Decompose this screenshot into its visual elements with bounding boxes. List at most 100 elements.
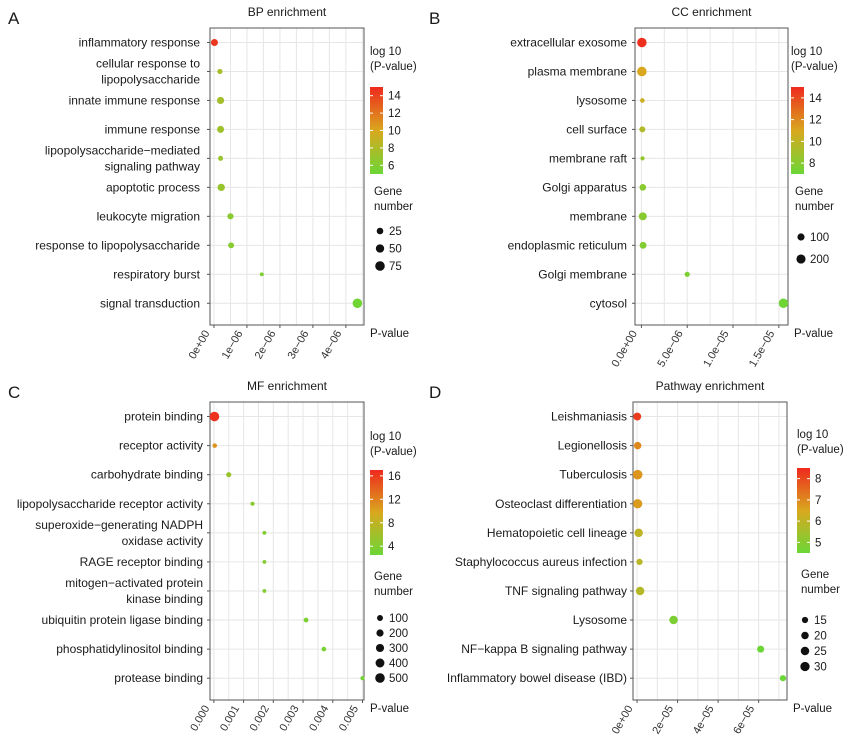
size-legend-title: Gene number: [374, 571, 413, 598]
category-label: respiratory burst: [113, 267, 200, 281]
data-point: [639, 241, 647, 249]
size-legend-label: 200: [810, 254, 829, 266]
data-point: [633, 499, 643, 509]
panel-title: CC enrichment: [671, 5, 752, 19]
color-legend-label: 10: [809, 136, 822, 148]
panel-title: BP enrichment: [248, 5, 327, 19]
x-tick-label: 4e−05: [691, 704, 717, 737]
color-bar: [797, 468, 810, 553]
data-point: [228, 242, 235, 249]
category-label: mitogen−activated protein kinase binding: [65, 576, 203, 606]
x-axis-label: P-value: [794, 328, 833, 340]
data-point: [637, 37, 647, 48]
color-legend-label: 8: [815, 474, 821, 486]
data-point: [217, 68, 223, 75]
size-legend-title: Gene number: [374, 186, 413, 213]
data-point: [217, 125, 225, 133]
size-legend-label: 100: [810, 232, 829, 244]
size-legend-dot: [375, 244, 385, 253]
size-legend-title: Gene number: [801, 569, 840, 596]
category-label: superoxide−generating NADPH oxidase activ…: [35, 518, 203, 548]
category-label: Staphylococcus aureus infection: [455, 555, 627, 569]
panel-d: D Pathway enrichment Leishmaniasis Legionel…: [429, 379, 844, 736]
x-tick-label: 0e+00: [610, 704, 636, 737]
color-legend-label: 10: [388, 126, 401, 138]
x-tick-label: 2e−05: [650, 704, 676, 737]
size-legend-label: 100: [389, 613, 408, 625]
category-label: cytosol: [590, 296, 627, 310]
data-point: [634, 528, 643, 538]
panel-title: Pathway enrichment: [656, 379, 765, 393]
category-label: lipopolysaccharide receptor activity: [17, 497, 203, 511]
x-tick-label: 0.0e+00: [610, 329, 640, 370]
category-label: Lysosome: [573, 613, 628, 627]
panel-c: C MF enrichment protein binding receptor ac…: [8, 379, 417, 733]
size-legend-label: 200: [389, 628, 408, 640]
data-point: [640, 156, 645, 161]
size-legend-label: 300: [389, 643, 408, 655]
x-tick-label: 1.0e−05: [701, 329, 731, 370]
color-legend-label: 16: [388, 471, 401, 483]
x-tick-label: 0.001: [218, 704, 242, 734]
data-point: [352, 298, 363, 309]
size-legend-dot: [796, 254, 806, 264]
category-label: apoptotic process: [106, 180, 200, 194]
data-point: [633, 441, 642, 450]
size-legend-dot: [800, 646, 810, 656]
color-bar: [791, 87, 804, 174]
size-legend-dot: [377, 615, 383, 621]
plot-frame: [634, 27, 789, 326]
data-point: [633, 412, 642, 421]
color-legend-label: 7: [815, 495, 821, 507]
data-point: [638, 212, 647, 221]
color-legend-label: 6: [815, 516, 821, 528]
data-point: [669, 615, 678, 625]
category-label: cellular response to lipopolysaccharide: [96, 56, 200, 86]
color-legend-title: log 10 (P-value): [370, 46, 417, 73]
data-point: [262, 559, 267, 564]
size-legend-label: 500: [389, 673, 408, 685]
size-legend-label: 25: [389, 226, 402, 238]
color-legend-label: 6: [388, 160, 394, 172]
size-legend-dot: [375, 658, 385, 668]
size-legend-dot: [801, 631, 809, 640]
data-point: [635, 586, 645, 596]
panel-letter: B: [429, 9, 440, 28]
plot-frame: [209, 401, 365, 701]
x-tick-label: 0.000: [188, 704, 212, 734]
size-legend-label: 25: [814, 646, 827, 658]
plot-area: [210, 28, 364, 325]
size-legend-label: 75: [389, 261, 402, 273]
size-legend-dot: [801, 616, 809, 624]
panel-a: A BP enrichment inflammatory response cellu…: [8, 5, 417, 361]
category-label: Inflammatory bowel disease (IBD): [447, 671, 627, 685]
color-legend-label: 12: [809, 115, 822, 127]
category-label: Hematopoietic cell lineage: [487, 526, 627, 540]
data-point: [637, 66, 647, 77]
color-bar: [370, 87, 383, 174]
color-legend-label: 8: [809, 158, 815, 170]
data-point: [262, 589, 267, 593]
category-label: Golgi apparatus: [542, 180, 627, 194]
panel-letter: A: [8, 9, 20, 28]
size-legend-label: 400: [389, 658, 408, 670]
category-label: signal transduction: [100, 296, 200, 310]
category-label: Osteoclast differentiation: [495, 497, 627, 511]
data-point: [757, 645, 765, 653]
category-label: plasma membrane: [528, 64, 628, 78]
x-axis-label: P-value: [370, 703, 409, 715]
size-legend-label: 15: [814, 615, 827, 627]
x-tick-label: 6e−05: [731, 704, 757, 737]
size-legend-label: 50: [389, 244, 402, 256]
x-tick-label: 2e−06: [253, 329, 279, 362]
size-legend-dot: [375, 643, 385, 653]
category-label: response to lipopolysaccharide: [35, 238, 200, 252]
category-label: TNF signaling pathway: [505, 584, 627, 598]
category-label: extracellular exosome: [510, 35, 627, 49]
size-legend-dot: [376, 629, 384, 637]
category-label: endoplasmic reticulum: [508, 238, 627, 252]
color-legend-label: 4: [388, 541, 395, 553]
category-label: phosphatidylinositol binding: [56, 642, 203, 656]
size-legend-label: 20: [814, 631, 827, 643]
